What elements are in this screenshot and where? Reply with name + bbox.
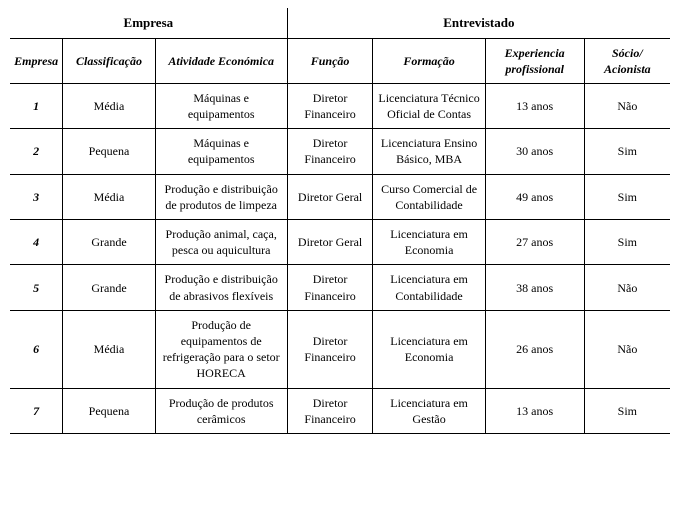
table-body: 1MédiaMáquinas e equipamentosDiretor Fin… xyxy=(10,83,670,433)
company-interview-table: Empresa Entrevistado Empresa Classificaç… xyxy=(10,8,670,434)
cell-classification: Pequena xyxy=(63,388,155,433)
cell-classification: Pequena xyxy=(63,129,155,174)
cell-partner: Sim xyxy=(584,388,670,433)
cell-role: Diretor Geral xyxy=(287,174,373,219)
cell-activity: Máquinas e equipamentos xyxy=(155,83,287,128)
cell-education: Curso Comercial de Contabilidade xyxy=(373,174,485,219)
col-partner: Sócio/ Acionista xyxy=(584,38,670,83)
cell-experience: 38 anos xyxy=(485,265,584,310)
cell-education: Licenciatura em Contabilidade xyxy=(373,265,485,310)
cell-partner: Sim xyxy=(584,174,670,219)
cell-classification: Grande xyxy=(63,220,155,265)
cell-role: Diretor Financeiro xyxy=(287,310,373,388)
table-row: 6MédiaProdução de equipamentos de refrig… xyxy=(10,310,670,388)
cell-company-id: 3 xyxy=(10,174,63,219)
cell-education: Licenciatura em Gestão xyxy=(373,388,485,433)
group-header-row: Empresa Entrevistado xyxy=(10,8,670,38)
cell-education: Licenciatura Ensino Básico, MBA xyxy=(373,129,485,174)
cell-company-id: 5 xyxy=(10,265,63,310)
cell-experience: 26 anos xyxy=(485,310,584,388)
cell-experience: 13 anos xyxy=(485,388,584,433)
col-experience: Experiencia profissional xyxy=(485,38,584,83)
cell-experience: 27 anos xyxy=(485,220,584,265)
sub-header-row: Empresa Classificação Atividade Económic… xyxy=(10,38,670,83)
table-row: 5GrandeProdução e distribuição de abrasi… xyxy=(10,265,670,310)
cell-experience: 13 anos xyxy=(485,83,584,128)
col-company-id: Empresa xyxy=(10,38,63,83)
cell-classification: Média xyxy=(63,310,155,388)
cell-role: Diretor Financeiro xyxy=(287,83,373,128)
cell-partner: Não xyxy=(584,265,670,310)
cell-company-id: 4 xyxy=(10,220,63,265)
col-classification: Classificação xyxy=(63,38,155,83)
table-row: 7PequenaProdução de produtos cerâmicosDi… xyxy=(10,388,670,433)
table-row: 2PequenaMáquinas e equipamentosDiretor F… xyxy=(10,129,670,174)
cell-education: Licenciatura em Economia xyxy=(373,310,485,388)
cell-activity: Produção e distribuição de abrasivos fle… xyxy=(155,265,287,310)
cell-partner: Sim xyxy=(584,220,670,265)
cell-company-id: 6 xyxy=(10,310,63,388)
cell-role: Diretor Geral xyxy=(287,220,373,265)
group-header-company: Empresa xyxy=(10,8,287,38)
table-row: 1MédiaMáquinas e equipamentosDiretor Fin… xyxy=(10,83,670,128)
cell-partner: Não xyxy=(584,83,670,128)
cell-experience: 49 anos xyxy=(485,174,584,219)
cell-activity: Produção e distribuição de produtos de l… xyxy=(155,174,287,219)
cell-company-id: 2 xyxy=(10,129,63,174)
col-economic-activity: Atividade Económica xyxy=(155,38,287,83)
cell-activity: Máquinas e equipamentos xyxy=(155,129,287,174)
cell-partner: Não xyxy=(584,310,670,388)
col-education: Formação xyxy=(373,38,485,83)
cell-role: Diretor Financeiro xyxy=(287,388,373,433)
cell-partner: Sim xyxy=(584,129,670,174)
group-header-interviewee: Entrevistado xyxy=(287,8,670,38)
cell-classification: Média xyxy=(63,83,155,128)
cell-activity: Produção de produtos cerâmicos xyxy=(155,388,287,433)
cell-classification: Grande xyxy=(63,265,155,310)
table-row: 4GrandeProdução animal, caça, pesca ou a… xyxy=(10,220,670,265)
cell-role: Diretor Financeiro xyxy=(287,129,373,174)
cell-company-id: 1 xyxy=(10,83,63,128)
col-role: Função xyxy=(287,38,373,83)
cell-activity: Produção de equipamentos de refrigeração… xyxy=(155,310,287,388)
cell-classification: Média xyxy=(63,174,155,219)
cell-role: Diretor Financeiro xyxy=(287,265,373,310)
cell-activity: Produção animal, caça, pesca ou aquicult… xyxy=(155,220,287,265)
cell-experience: 30 anos xyxy=(485,129,584,174)
cell-company-id: 7 xyxy=(10,388,63,433)
cell-education: Licenciatura em Economia xyxy=(373,220,485,265)
cell-education: Licenciatura Técnico Oficial de Contas xyxy=(373,83,485,128)
table-row: 3MédiaProdução e distribuição de produto… xyxy=(10,174,670,219)
